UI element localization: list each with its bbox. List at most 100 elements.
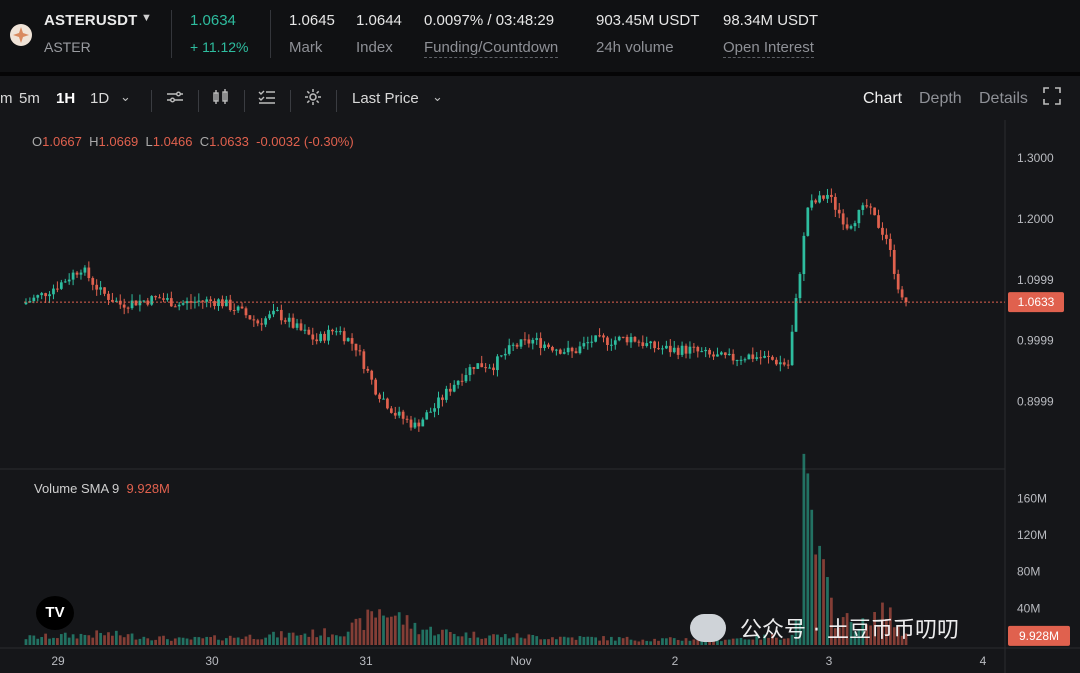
time-tick-label: 31 bbox=[359, 654, 373, 668]
candle-body bbox=[535, 338, 539, 340]
candle-type-icon[interactable] bbox=[211, 87, 231, 112]
candle-body bbox=[217, 299, 220, 306]
volume-bar bbox=[370, 611, 374, 645]
funding-value: 0.0097% / 03:48:29 bbox=[424, 12, 555, 29]
volume-bar bbox=[523, 638, 527, 645]
interval-1h[interactable]: 1H bbox=[56, 90, 76, 107]
volume-bar bbox=[342, 636, 346, 645]
candle-body bbox=[582, 343, 586, 347]
candle-body bbox=[723, 352, 727, 356]
divider bbox=[151, 90, 152, 112]
candle-body bbox=[327, 329, 330, 341]
candle-body bbox=[59, 282, 63, 289]
volume-bar bbox=[209, 637, 212, 645]
volume-bar bbox=[688, 640, 692, 645]
candle-body bbox=[759, 357, 763, 359]
candle-body bbox=[720, 352, 723, 355]
tab-chart[interactable]: Chart bbox=[863, 90, 903, 107]
symbol-dropdown-icon[interactable]: ▼ bbox=[141, 12, 152, 24]
candle-body bbox=[441, 397, 444, 400]
tab-depth[interactable]: Depth bbox=[919, 90, 962, 107]
candle-body bbox=[303, 329, 307, 331]
candle-body bbox=[499, 355, 503, 357]
candle-body bbox=[668, 345, 672, 353]
price-type-select[interactable]: Last Price bbox=[352, 90, 419, 107]
candle-body bbox=[452, 384, 456, 392]
candle-body bbox=[892, 249, 896, 274]
volume-bar bbox=[99, 632, 102, 645]
candle-body bbox=[802, 235, 806, 275]
candle-body bbox=[841, 213, 845, 225]
volume-bar bbox=[594, 637, 598, 645]
volume-bar bbox=[857, 628, 861, 645]
volume-bar bbox=[224, 638, 228, 645]
interval-m[interactable]: m bbox=[0, 90, 13, 107]
volume-bar bbox=[869, 625, 873, 645]
volume-bar bbox=[413, 622, 417, 645]
volume-bar bbox=[146, 638, 150, 645]
candle-body bbox=[735, 360, 739, 362]
indicators-icon[interactable] bbox=[257, 87, 277, 112]
volume-bar bbox=[464, 632, 468, 645]
volume-bar bbox=[433, 635, 436, 645]
volume-bar bbox=[751, 639, 755, 645]
oi-label[interactable]: Open Interest bbox=[723, 39, 814, 58]
funding-label[interactable]: Funding/Countdown bbox=[424, 39, 559, 58]
candle-body bbox=[158, 297, 161, 299]
symbol-name[interactable]: ASTERUSDT bbox=[44, 12, 138, 29]
candle-body bbox=[845, 224, 849, 229]
indicator-settings-icon[interactable] bbox=[165, 87, 185, 112]
header-separator bbox=[0, 72, 1080, 76]
volume-bar bbox=[555, 639, 558, 645]
gear-icon[interactable] bbox=[303, 87, 323, 112]
candle-body bbox=[338, 331, 342, 333]
volume-bar bbox=[95, 630, 99, 645]
candle-body bbox=[114, 300, 118, 302]
volume-bar bbox=[36, 638, 40, 645]
candle-body bbox=[558, 349, 562, 354]
mark-price: 1.0645 bbox=[289, 12, 335, 29]
chevron-down-icon[interactable]: ⌄ bbox=[120, 89, 131, 104]
volume-bar bbox=[480, 638, 484, 645]
volume-bar bbox=[802, 453, 806, 645]
candle-body bbox=[590, 341, 594, 343]
volume-bar bbox=[676, 639, 680, 645]
candle-body bbox=[32, 297, 36, 302]
price-chart[interactable]: 1.3000 1.2000 1.0999 0.9999 0.8999 160M 120M 80… bbox=[0, 120, 1080, 673]
candle-body bbox=[248, 315, 252, 320]
candle-body bbox=[523, 339, 527, 341]
divider bbox=[198, 90, 199, 112]
volume-bar bbox=[562, 636, 566, 645]
interval-5m[interactable]: 5m bbox=[19, 90, 40, 107]
candle-body bbox=[413, 422, 417, 428]
candle-body bbox=[865, 205, 869, 207]
volume-bar bbox=[389, 616, 393, 645]
price-tick-label: 1.2000 bbox=[1017, 212, 1054, 226]
time-tick-label: 29 bbox=[51, 654, 65, 668]
tab-details[interactable]: Details bbox=[979, 90, 1028, 107]
volume-bar bbox=[826, 577, 829, 645]
volume-bar bbox=[794, 620, 798, 645]
candle-body bbox=[798, 274, 802, 299]
candle-body bbox=[885, 234, 888, 239]
interval-1d[interactable]: 1D bbox=[90, 90, 110, 107]
volume-bar bbox=[228, 635, 232, 645]
volume-bar bbox=[649, 641, 653, 645]
candle-body bbox=[657, 348, 660, 350]
fullscreen-icon[interactable] bbox=[1043, 87, 1061, 110]
candle-body bbox=[256, 320, 260, 324]
volume-bar bbox=[240, 638, 244, 645]
ohlc-legend: O1.0667 H1.0669 L1.0466 C1.0633 -0.0032 … bbox=[32, 134, 354, 149]
volume-bar bbox=[833, 628, 837, 645]
chevron-down-icon[interactable]: ⌄ bbox=[432, 89, 443, 104]
volume-indicator-label[interactable]: Volume SMA 9 9.928M bbox=[34, 481, 170, 496]
volume-bar bbox=[299, 634, 303, 645]
volume-bar bbox=[735, 638, 739, 645]
candle-body bbox=[629, 336, 633, 343]
divider bbox=[244, 90, 245, 112]
candle-body bbox=[849, 226, 853, 229]
volume-bar bbox=[822, 559, 825, 645]
tradingview-logo[interactable]: TV bbox=[36, 596, 74, 630]
volume-bar bbox=[409, 628, 413, 645]
volume-bar bbox=[448, 632, 452, 645]
